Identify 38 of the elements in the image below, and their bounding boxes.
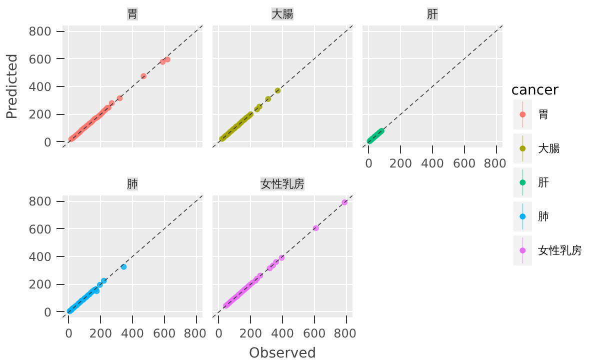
chart-title: 肝: [427, 8, 438, 20]
y-tick-label: 0: [44, 135, 52, 150]
x-tick-label: 400: [121, 326, 144, 340]
legend-label: 女性乳房: [538, 244, 582, 257]
y-tick-label: 200: [28, 278, 52, 292]
x-tick-label: 200: [389, 156, 412, 170]
x-tick-label: 200: [239, 326, 262, 340]
x-tick-label: 800: [484, 156, 506, 170]
x-tick-label: 0: [65, 326, 73, 340]
x-tick-label: 400: [271, 326, 294, 340]
x-tick-label: 600: [152, 326, 176, 340]
y-tick-label: 400: [28, 250, 52, 264]
x-tick-label: 800: [334, 326, 356, 340]
legend-label: 肝: [538, 176, 549, 189]
chart-title: 大腸: [272, 8, 294, 20]
chart-title: 女性乳房: [260, 178, 304, 190]
chart-title: 肺: [127, 178, 138, 190]
x-tick-label: 400: [421, 156, 444, 170]
y-tick-label: 600: [28, 222, 52, 236]
y-tick-label: 800: [28, 194, 52, 209]
x-tick-label: 600: [452, 156, 476, 170]
y-tick-label: 800: [28, 24, 52, 39]
y-tick-label: 0: [44, 305, 52, 320]
legend-title: cancer: [511, 82, 559, 98]
x-tick-label: 0: [215, 326, 223, 340]
x-tick-label: 200: [89, 326, 112, 340]
legend-label: 肺: [538, 210, 549, 223]
legend-label: 胃: [538, 108, 549, 121]
y-axis-title: Predicted: [4, 54, 21, 120]
x-tick-label: 800: [184, 326, 206, 340]
y-tick-label: 600: [28, 52, 52, 66]
chart-title: 胃: [127, 8, 138, 20]
legend-label: 大腸: [538, 142, 560, 155]
x-axis-title: Observed: [248, 346, 316, 360]
y-tick-label: 400: [28, 80, 52, 94]
x-tick-label: 0: [365, 156, 373, 170]
x-tick-label: 600: [302, 326, 326, 340]
y-tick-label: 200: [28, 108, 52, 122]
